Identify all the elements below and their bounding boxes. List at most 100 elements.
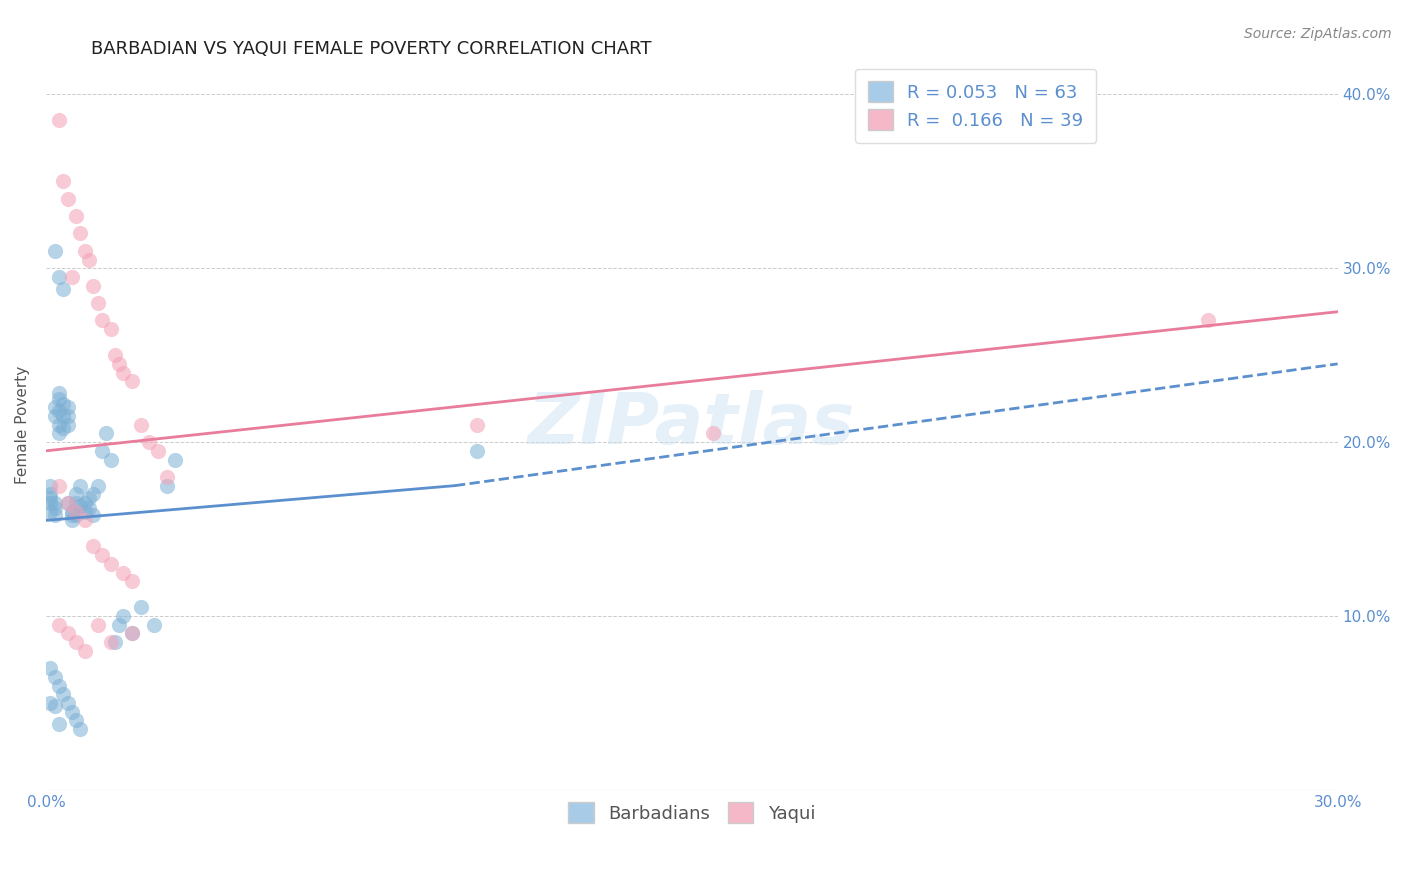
- Point: [56, 401, 79, 415]
- Point: [69, 722, 91, 736]
- Point: [129, 417, 152, 432]
- Point: [39, 661, 62, 675]
- Point: [56, 696, 79, 710]
- Point: [48, 404, 70, 418]
- Point: [100, 452, 122, 467]
- Point: [48, 426, 70, 441]
- Point: [112, 566, 135, 580]
- Point: [65, 496, 87, 510]
- Point: [52, 687, 75, 701]
- Point: [104, 348, 127, 362]
- Text: BARBADIAN VS YAQUI FEMALE POVERTY CORRELATION CHART: BARBADIAN VS YAQUI FEMALE POVERTY CORREL…: [91, 40, 652, 58]
- Point: [138, 435, 160, 450]
- Point: [48, 113, 70, 128]
- Point: [56, 409, 79, 423]
- Point: [69, 227, 91, 241]
- Point: [44, 496, 66, 510]
- Point: [44, 409, 66, 423]
- Point: [52, 174, 75, 188]
- Point: [165, 452, 187, 467]
- Point: [121, 574, 143, 589]
- Point: [100, 635, 122, 649]
- Point: [82, 278, 104, 293]
- Point: [112, 609, 135, 624]
- Point: [52, 409, 75, 423]
- Point: [48, 386, 70, 401]
- Point: [73, 644, 96, 658]
- Point: [60, 513, 83, 527]
- Point: [121, 626, 143, 640]
- Point: [121, 626, 143, 640]
- Point: [121, 374, 143, 388]
- Point: [100, 322, 122, 336]
- Point: [60, 269, 83, 284]
- Legend: Barbadians, Yaqui: Barbadians, Yaqui: [555, 789, 828, 836]
- Point: [56, 192, 79, 206]
- Point: [39, 505, 62, 519]
- Point: [65, 635, 87, 649]
- Text: ZIPatlas: ZIPatlas: [529, 391, 855, 459]
- Point: [69, 478, 91, 492]
- Point: [52, 282, 75, 296]
- Point: [112, 366, 135, 380]
- Point: [91, 313, 114, 327]
- Point: [48, 617, 70, 632]
- Point: [65, 508, 87, 523]
- Point: [129, 600, 152, 615]
- Point: [65, 505, 87, 519]
- Point: [60, 508, 83, 523]
- Point: [82, 540, 104, 554]
- Point: [39, 491, 62, 505]
- Point: [52, 397, 75, 411]
- Point: [73, 505, 96, 519]
- Point: [155, 470, 177, 484]
- Point: [73, 496, 96, 510]
- Point: [65, 714, 87, 728]
- Point: [104, 635, 127, 649]
- Y-axis label: Female Poverty: Female Poverty: [15, 366, 30, 483]
- Point: [39, 478, 62, 492]
- Point: [56, 417, 79, 432]
- Point: [91, 443, 114, 458]
- Point: [65, 487, 87, 501]
- Point: [91, 548, 114, 562]
- Point: [56, 626, 79, 640]
- Point: [56, 496, 79, 510]
- Point: [44, 401, 66, 415]
- Point: [465, 443, 488, 458]
- Point: [73, 513, 96, 527]
- Point: [146, 443, 169, 458]
- Point: [39, 496, 62, 510]
- Point: [702, 426, 724, 441]
- Point: [86, 478, 108, 492]
- Point: [48, 478, 70, 492]
- Point: [48, 417, 70, 432]
- Point: [100, 557, 122, 571]
- Point: [1198, 313, 1220, 327]
- Point: [60, 705, 83, 719]
- Point: [44, 508, 66, 523]
- Point: [39, 487, 62, 501]
- Point: [155, 478, 177, 492]
- Point: [77, 501, 100, 516]
- Point: [77, 491, 100, 505]
- Point: [96, 426, 118, 441]
- Point: [60, 505, 83, 519]
- Point: [69, 500, 91, 514]
- Point: [108, 357, 131, 371]
- Point: [86, 617, 108, 632]
- Point: [48, 269, 70, 284]
- Point: [77, 252, 100, 267]
- Text: Source: ZipAtlas.com: Source: ZipAtlas.com: [1244, 27, 1392, 41]
- Point: [44, 699, 66, 714]
- Point: [82, 487, 104, 501]
- Point: [48, 392, 70, 406]
- Point: [44, 244, 66, 258]
- Point: [86, 296, 108, 310]
- Point: [39, 696, 62, 710]
- Point: [48, 716, 70, 731]
- Point: [82, 508, 104, 523]
- Point: [48, 679, 70, 693]
- Point: [465, 417, 488, 432]
- Point: [56, 496, 79, 510]
